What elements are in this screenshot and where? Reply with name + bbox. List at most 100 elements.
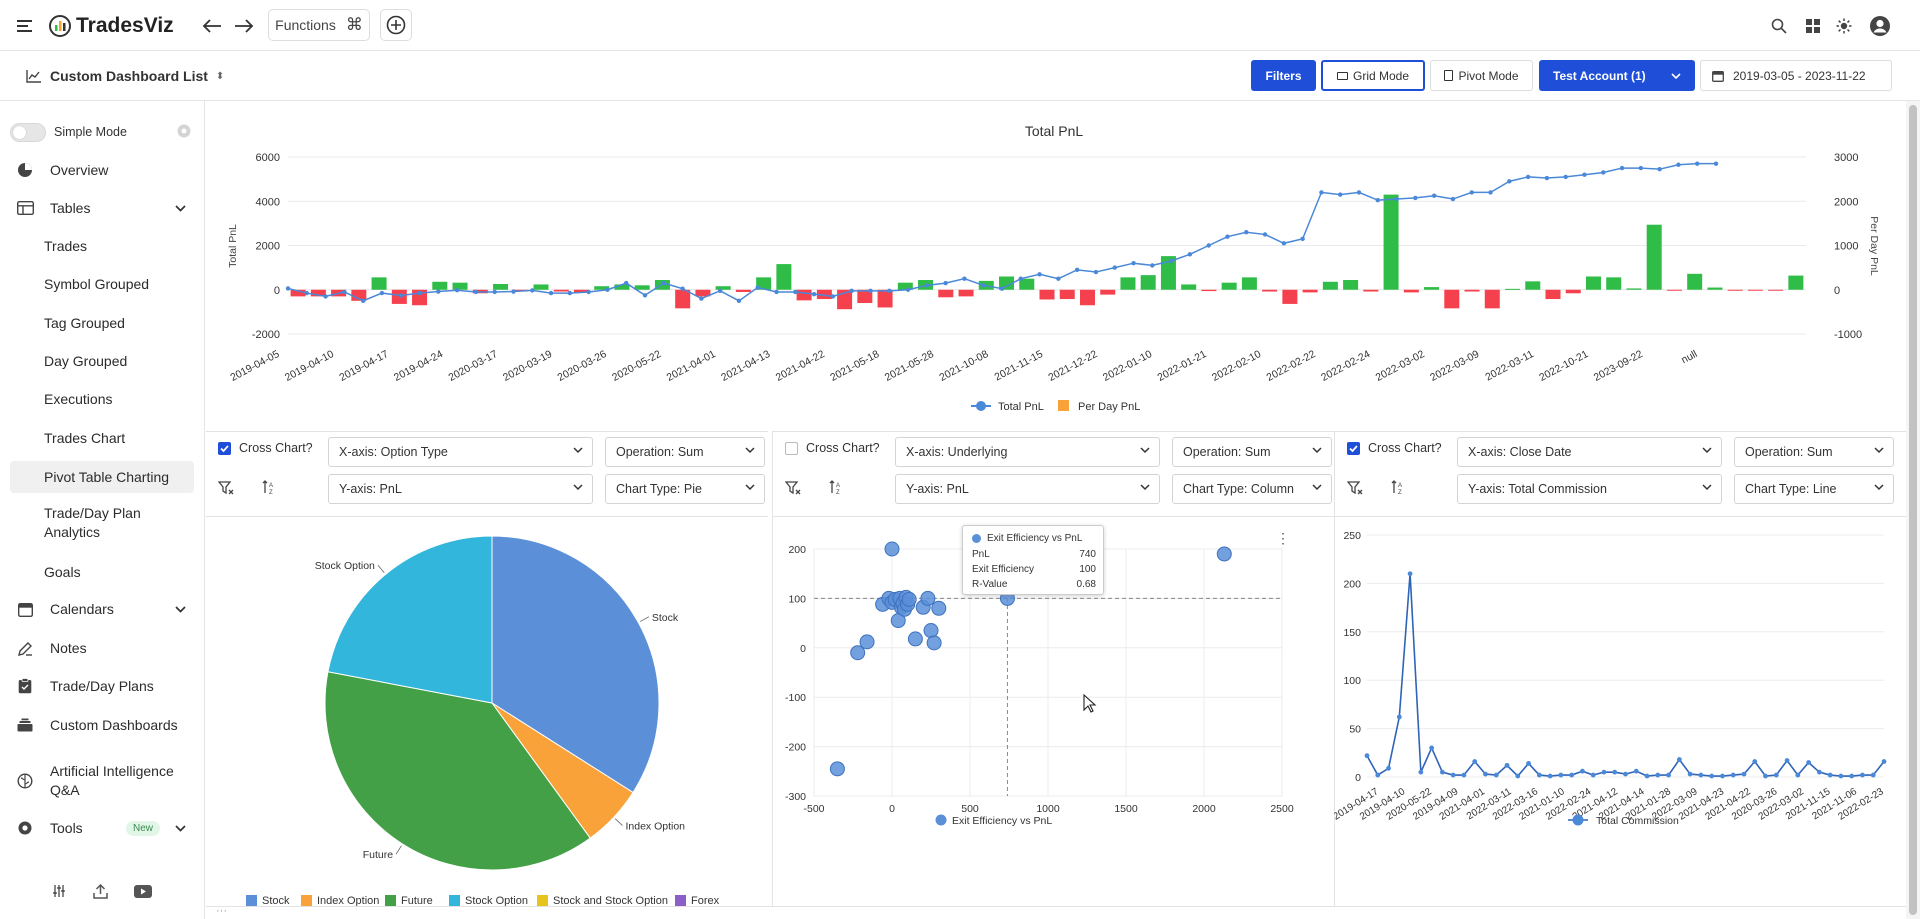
total-pnl-point[interactable]	[436, 289, 441, 294]
total-pnl-point[interactable]	[1093, 269, 1099, 275]
total-pnl-point[interactable]	[1168, 258, 1174, 264]
per-day-pnl-bar[interactable]	[756, 277, 772, 290]
legend-item[interactable]: Total Commission	[1596, 815, 1679, 827]
per-day-pnl-bar[interactable]	[1707, 287, 1723, 290]
commission-point[interactable]	[1870, 772, 1876, 778]
sliders-icon[interactable]	[52, 884, 68, 900]
commission-point[interactable]	[1450, 772, 1456, 778]
commission-point[interactable]	[1612, 769, 1618, 775]
per-day-pnl-bar[interactable]	[1201, 289, 1217, 292]
total-pnl-point[interactable]	[962, 276, 967, 281]
pie-slice[interactable]	[327, 535, 493, 704]
date-range-picker[interactable]: 2019-03-05 - 2023-11-22	[1700, 60, 1892, 91]
total-pnl-point[interactable]	[774, 289, 779, 295]
legend-item[interactable]: Stock	[262, 895, 290, 906]
cross-chart-checkbox[interactable]	[785, 442, 798, 455]
commission-point[interactable]	[1655, 772, 1661, 778]
total-pnl-point[interactable]	[1507, 179, 1512, 184]
commission-point[interactable]	[1720, 773, 1725, 779]
commission-point[interactable]	[1816, 769, 1822, 775]
total-pnl-point[interactable]	[417, 290, 422, 296]
total-pnl-point[interactable]	[1431, 193, 1437, 198]
sidebar-item-tag-grouped[interactable]: Tag Grouped	[44, 315, 125, 331]
apps-grid-icon[interactable]	[1803, 16, 1823, 36]
per-day-pnl-bar[interactable]	[1444, 289, 1460, 309]
back-arrow-icon[interactable]	[200, 15, 224, 37]
total-pnl-point[interactable]	[1638, 165, 1644, 171]
scrollbar-thumb[interactable]	[1909, 105, 1917, 915]
per-day-pnl-bar[interactable]	[938, 289, 954, 298]
operation-select[interactable]: Operation: Sum	[605, 437, 765, 467]
per-day-pnl-bar[interactable]	[452, 282, 468, 290]
y-axis-select[interactable]: Y-axis: Total Commission	[1457, 474, 1722, 504]
commission-point[interactable]	[1472, 759, 1478, 764]
commission-point[interactable]	[1547, 773, 1553, 779]
commission-point[interactable]	[1773, 772, 1779, 778]
y-axis-select[interactable]: Y-axis: PnL	[328, 474, 593, 504]
legend-item[interactable]: Stock and Stock Option	[553, 895, 668, 906]
commission-point[interactable]	[1461, 772, 1467, 778]
commission-point[interactable]	[1784, 758, 1790, 763]
per-day-pnl-bar[interactable]	[1464, 289, 1480, 292]
total-pnl-point[interactable]	[1601, 170, 1606, 175]
sidebar-item-executions[interactable]: Executions	[44, 391, 113, 407]
pie-slice[interactable]	[491, 535, 660, 794]
total-pnl-point[interactable]	[1695, 161, 1700, 166]
commission-point[interactable]	[1375, 772, 1381, 778]
total-pnl-point[interactable]	[1206, 243, 1211, 248]
x-axis-select[interactable]: X-axis: Underlying	[895, 437, 1160, 467]
x-axis-select[interactable]: X-axis: Option Type	[328, 437, 593, 467]
legend-item[interactable]: Future	[401, 895, 433, 906]
per-day-pnl-bar[interactable]	[1059, 289, 1075, 300]
total-pnl-point[interactable]	[1413, 195, 1418, 201]
commission-point[interactable]	[1623, 771, 1628, 777]
commission-point[interactable]	[1838, 773, 1844, 779]
total-pnl-point[interactable]	[398, 293, 403, 298]
total-pnl-point[interactable]	[830, 294, 836, 299]
sidebar-item-tables[interactable]: Tables	[10, 193, 194, 223]
total-pnl-point[interactable]	[624, 280, 629, 286]
total-pnl-point[interactable]	[1525, 174, 1531, 180]
per-day-pnl-bar[interactable]	[999, 276, 1015, 290]
commission-point[interactable]	[1364, 753, 1370, 759]
upload-icon[interactable]	[93, 883, 109, 900]
per-day-pnl-bar[interactable]	[1241, 277, 1257, 290]
per-day-pnl-bar[interactable]	[1545, 289, 1561, 300]
commission-point[interactable]	[1806, 760, 1812, 765]
per-day-pnl-bar[interactable]	[614, 284, 630, 290]
legend-per-day-pnl[interactable]: Per Day PnL	[1078, 401, 1140, 413]
commission-point[interactable]	[1741, 771, 1747, 777]
per-day-pnl-bar[interactable]	[857, 289, 873, 304]
total-pnl-point[interactable]	[999, 286, 1005, 291]
per-day-pnl-bar[interactable]	[533, 284, 549, 290]
commission-point[interactable]	[1698, 772, 1704, 778]
per-day-pnl-bar[interactable]	[715, 286, 731, 290]
total-pnl-point[interactable]	[1018, 276, 1023, 281]
pie-slice[interactable]	[324, 671, 591, 871]
hamburger-menu-icon[interactable]	[14, 15, 36, 37]
commission-point[interactable]	[1763, 773, 1768, 779]
total-pnl-point[interactable]	[342, 289, 347, 295]
total-pnl-point[interactable]	[586, 289, 591, 295]
per-day-pnl-bar[interactable]	[897, 282, 913, 290]
commission-point[interactable]	[1881, 759, 1887, 764]
per-day-pnl-bar[interactable]	[1282, 289, 1298, 304]
functions-button[interactable]: Functions ⌘	[268, 9, 370, 41]
total-pnl-point[interactable]	[924, 283, 930, 288]
commission-point[interactable]	[1526, 761, 1531, 766]
per-day-pnl-bar[interactable]	[573, 289, 589, 293]
per-day-pnl-bar[interactable]	[1585, 276, 1601, 290]
scatter-point[interactable]	[931, 600, 947, 616]
sidebar-item-pivot-table-charting[interactable]: Pivot Table Charting	[10, 461, 194, 493]
commission-point[interactable]	[1418, 769, 1424, 775]
total-pnl-point[interactable]	[511, 289, 516, 294]
legend-item[interactable]: Index Option	[317, 895, 379, 906]
operation-select[interactable]: Operation: Sum	[1734, 437, 1894, 467]
total-pnl-point[interactable]	[1582, 172, 1587, 177]
per-day-pnl-bar[interactable]	[553, 289, 569, 292]
total-pnl-point[interactable]	[1131, 261, 1136, 266]
commission-point[interactable]	[1644, 773, 1650, 779]
commission-point[interactable]	[1504, 762, 1510, 768]
total-pnl-point[interactable]	[1394, 196, 1399, 202]
